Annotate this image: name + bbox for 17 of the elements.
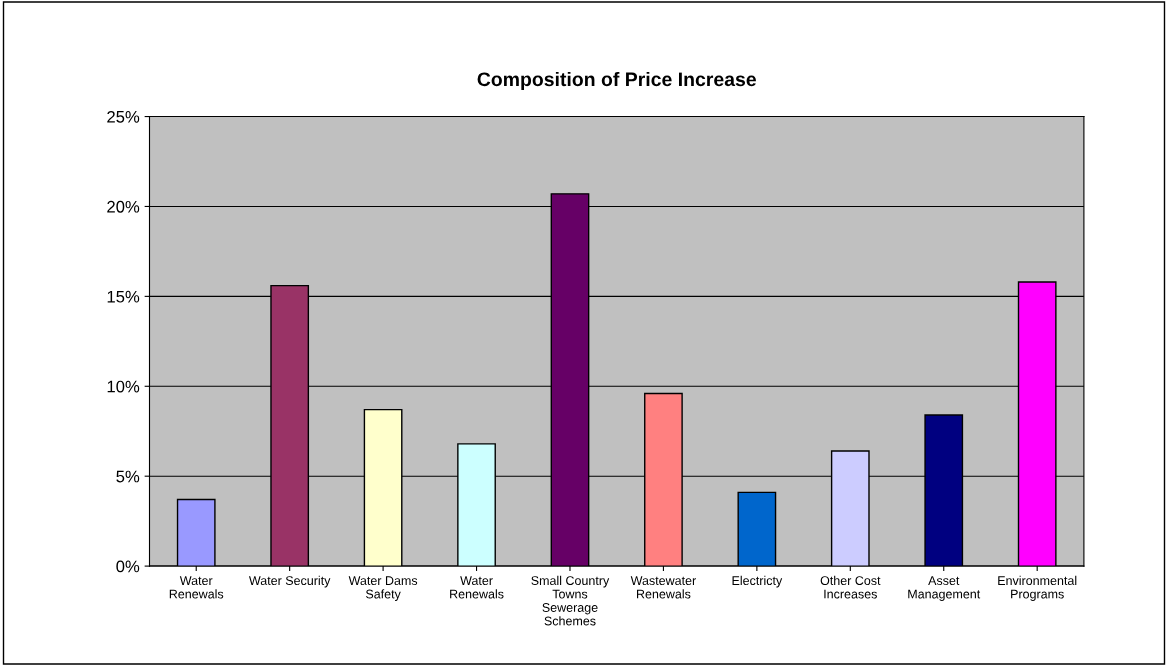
x-tick-label: Water Dams Safety	[348, 576, 418, 601]
x-tick-label: Asset Management	[908, 576, 981, 601]
y-tick-label: 20%	[107, 200, 140, 213]
x-tick-label: Water Renewals	[450, 576, 504, 599]
x-tick-label: Water Security	[248, 575, 331, 588]
y-tick-label: 0%	[116, 560, 140, 573]
x-tick-label: Electricty	[732, 575, 783, 588]
y-tick-label: 25%	[107, 110, 140, 123]
x-tick-label: Small Country Towns Sewerage Schemes	[531, 575, 610, 626]
x-tick-label: Other Cost Increases	[820, 575, 881, 599]
y-tick-label: 5%	[116, 470, 140, 483]
x-tick-label: Wastewater Renewals	[630, 576, 696, 599]
chart-title: Composition of Price Increase	[477, 71, 756, 91]
y-tick-label: 10%	[107, 380, 140, 393]
x-tick-label: Water Renewals	[169, 576, 224, 599]
x-tick-label: Environmental Programs	[998, 575, 1077, 601]
y-tick-label: 15%	[107, 290, 140, 303]
